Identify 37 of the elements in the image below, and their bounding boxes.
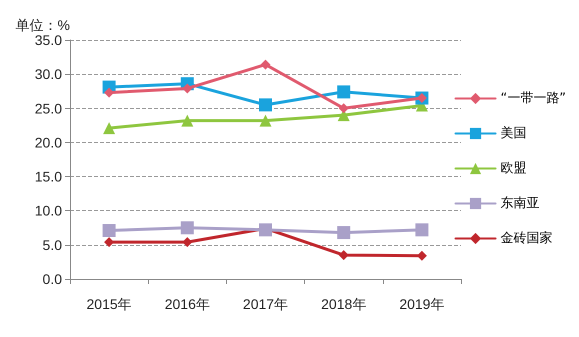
point	[337, 85, 350, 98]
y-tick-label: 15.0	[34, 168, 62, 185]
y-tick-label: 0.0	[42, 271, 62, 287]
y-tick-label: 10.0	[34, 202, 62, 219]
legend-label: 金砖国家	[500, 230, 553, 246]
legend-label: “一带一路”	[500, 91, 566, 106]
point	[338, 250, 349, 260]
point	[104, 88, 114, 98]
point	[182, 237, 192, 248]
point	[337, 226, 350, 240]
x-tick-label: 2018年	[321, 296, 366, 312]
point	[182, 83, 192, 94]
y-tick-label: 35.0	[34, 32, 62, 48]
y-tick-label: 5.0	[42, 236, 62, 253]
legend-label: 欧盟	[500, 161, 527, 176]
x-tick-label: 2016年	[164, 296, 210, 312]
point	[104, 237, 114, 248]
y-tick-label: 20.0	[34, 134, 62, 150]
point	[260, 114, 272, 127]
legend-label: 美国	[500, 125, 527, 141]
legend-label: 东南亚	[500, 196, 540, 211]
point	[416, 250, 427, 261]
x-tick-label: 2015年	[86, 296, 132, 312]
y-tick-label: 25.0	[34, 100, 62, 116]
y-axis-title: 单位：%	[16, 17, 70, 33]
y-tick-label: 30.0	[34, 66, 62, 82]
x-tick-label: 2017年	[242, 296, 288, 312]
point	[181, 114, 194, 127]
point	[338, 103, 349, 114]
x-tick-label: 2019年	[399, 296, 444, 312]
point	[415, 223, 428, 236]
point	[259, 223, 272, 236]
point	[180, 221, 194, 234]
point	[102, 224, 116, 238]
point	[259, 98, 272, 112]
point	[103, 122, 116, 134]
point	[260, 60, 270, 70]
